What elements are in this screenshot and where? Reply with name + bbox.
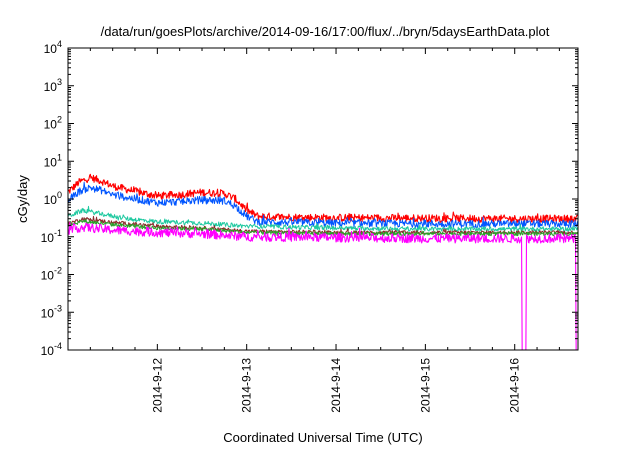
series-line xyxy=(68,205,578,232)
y-tick-label: 10-3 xyxy=(41,303,62,320)
y-tick-label: 10-1 xyxy=(41,228,62,245)
y-tick-label: 10-4 xyxy=(41,341,62,358)
series-line xyxy=(68,181,578,229)
axis-layer: 10-4 10-3 10-2 10-1 100 101 102 103 104 2014-9-12… xyxy=(41,39,578,413)
y-tick-label: 101 xyxy=(44,152,62,169)
x-tick-label: 2014-9-16 xyxy=(508,358,522,413)
x-tick-label: 2014-9-14 xyxy=(329,358,343,413)
series-layer xyxy=(68,173,578,350)
y-tick-label: 10-2 xyxy=(41,266,62,283)
series-line xyxy=(68,173,578,224)
y-tick-label: 102 xyxy=(44,115,62,132)
x-tick-label: 2014-9-12 xyxy=(150,358,164,413)
series-line xyxy=(68,215,578,235)
plot-frame xyxy=(67,47,579,351)
y-axis-label: cGy/day xyxy=(15,175,30,223)
chart-title: /data/run/goesPlots/archive/2014-09-16/1… xyxy=(101,24,550,39)
y-tick-label: 103 xyxy=(44,77,62,94)
x-tick-label: 2014-9-15 xyxy=(418,358,432,413)
y-tick-label: 104 xyxy=(44,39,62,56)
series-line xyxy=(68,222,578,350)
x-tick-label: 2014-9-13 xyxy=(240,358,254,413)
y-tick-label: 100 xyxy=(44,190,62,207)
x-axis-label: Coordinated Universal Time (UTC) xyxy=(223,430,422,445)
